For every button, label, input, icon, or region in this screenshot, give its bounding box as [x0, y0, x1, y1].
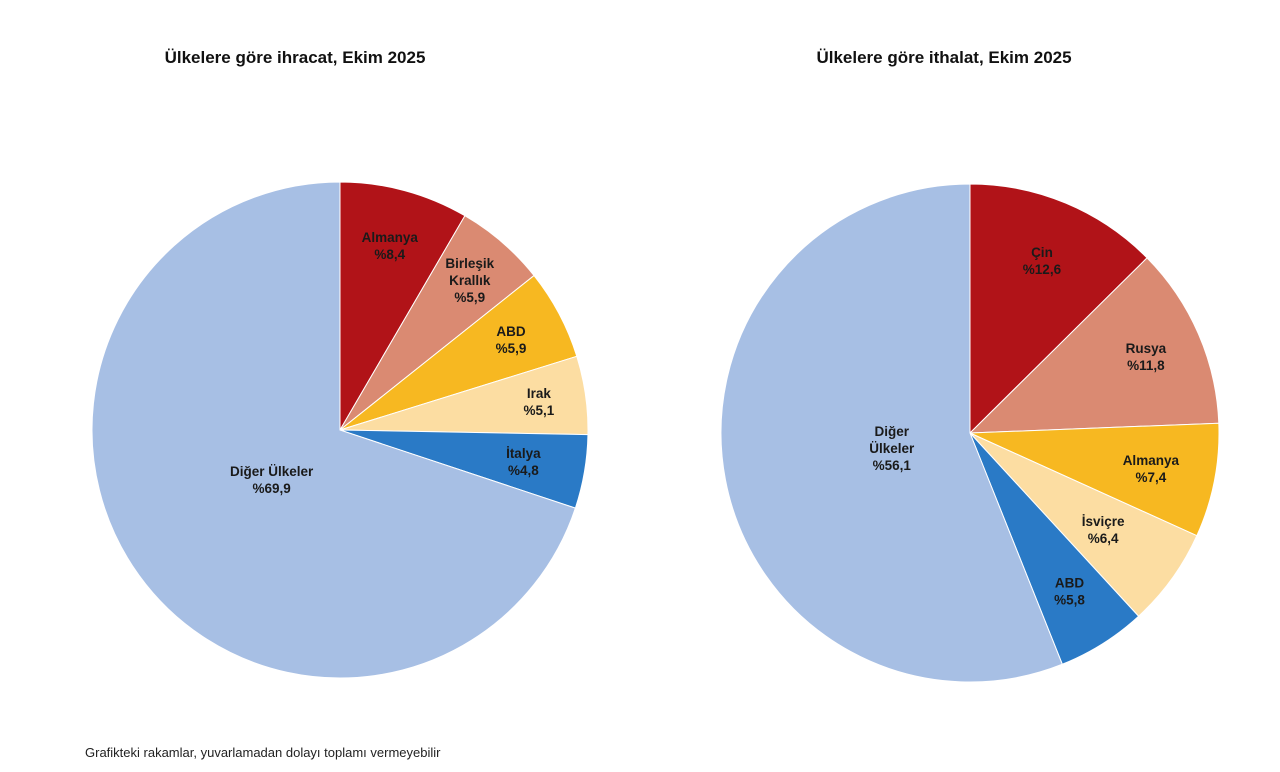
export-slice-2-value-label: %5,9 [496, 341, 527, 356]
import-slice-5-name-label: Ülkeler [869, 441, 915, 456]
import-slice-4-value-label: %5,8 [1054, 593, 1085, 608]
export-slice-4-value-label: %4,8 [508, 463, 539, 478]
export-slice-0-value-label: %8,4 [374, 247, 405, 262]
import-slice-3-name-label: İsviçre [1082, 514, 1125, 529]
import-slice-0 [969, 183, 1148, 435]
export-slice-0 [339, 181, 466, 432]
import-slice-2-value-label: %7,4 [1135, 470, 1166, 485]
export-slice-1-value-label: %5,9 [454, 290, 485, 305]
export-slice-0-name-label: Almanya [362, 230, 419, 245]
export-slice-1-name-label: Birleşik [445, 256, 494, 271]
import-slice-4-name-label: ABD [1055, 576, 1084, 591]
import-slice-2 [969, 422, 1220, 537]
export-slice-5-name-label: Diğer Ülkeler [230, 464, 314, 479]
export-slice-1-name-label: Krallık [449, 273, 491, 288]
import-slice-5-value-label: %56,1 [873, 458, 912, 473]
export-slice-3-value-label: %5,1 [523, 403, 554, 418]
import-slice-1-name-label: Rusya [1126, 341, 1167, 356]
export-slice-5 [91, 181, 577, 679]
import-slice-1-value-label: %11,8 [1127, 358, 1165, 373]
export-slice-3-name-label: Irak [527, 386, 552, 401]
import-slice-2-name-label: Almanya [1123, 453, 1180, 468]
export-slice-5-value-label: %69,9 [252, 481, 290, 496]
export-slice-2-name-label: ABD [496, 324, 525, 339]
export-chart-title: Ülkelere göre ihracat, Ekim 2025 [164, 48, 426, 67]
import-slice-0-value-label: %12,6 [1023, 262, 1062, 277]
import-slice-5-name-label: Diğer [874, 424, 909, 439]
import-slice-3-value-label: %6,4 [1088, 531, 1119, 546]
import-chart-title: Ülkelere göre ithalat, Ekim 2025 [816, 48, 1072, 67]
footnote: Grafikteki rakamlar, yuvarlamadan dolayı… [85, 745, 441, 760]
export-slice-4-name-label: İtalya [506, 446, 541, 461]
import-slice-5 [720, 183, 1063, 683]
import-slice-1 [968, 257, 1220, 434]
import-slice-0-name-label: Çin [1031, 245, 1053, 260]
